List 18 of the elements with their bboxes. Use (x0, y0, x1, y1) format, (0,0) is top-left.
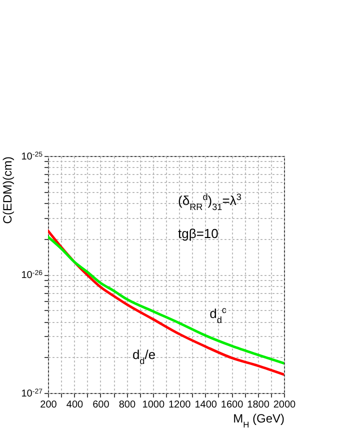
y-tick-label: 10$^{-27}$ (21, 388, 43, 400)
x-tick-label: 1600 (220, 400, 244, 410)
x-tick-label: 200 (40, 400, 58, 410)
x-tick-label: 1800 (247, 400, 270, 410)
annotation: tgβ=10 (178, 226, 218, 241)
x-tick-label: 1400 (194, 400, 218, 410)
x-axis-title: M$_{H}$ (GeV) (233, 412, 284, 430)
x-tick-label: 400 (66, 400, 84, 410)
x-tick-label: 800 (118, 400, 136, 410)
x-tick-label: 1000 (142, 400, 165, 410)
y-axis-title: C(EDM)(cm) (0, 156, 14, 224)
x-tick-label: 2000 (273, 400, 296, 410)
y-tick-label: 10$^{-25}$ (21, 151, 43, 162)
series-label: d$_{d}$/e (132, 347, 156, 366)
annotation: (δ$_{RR}$$^{d}$)$_{31}$=λ$^{3}$ (178, 192, 242, 212)
x-tick-label: 600 (92, 400, 110, 410)
x-tick-label: 1200 (168, 400, 192, 410)
y-tick-label: 10$^{-26}$ (21, 270, 43, 281)
